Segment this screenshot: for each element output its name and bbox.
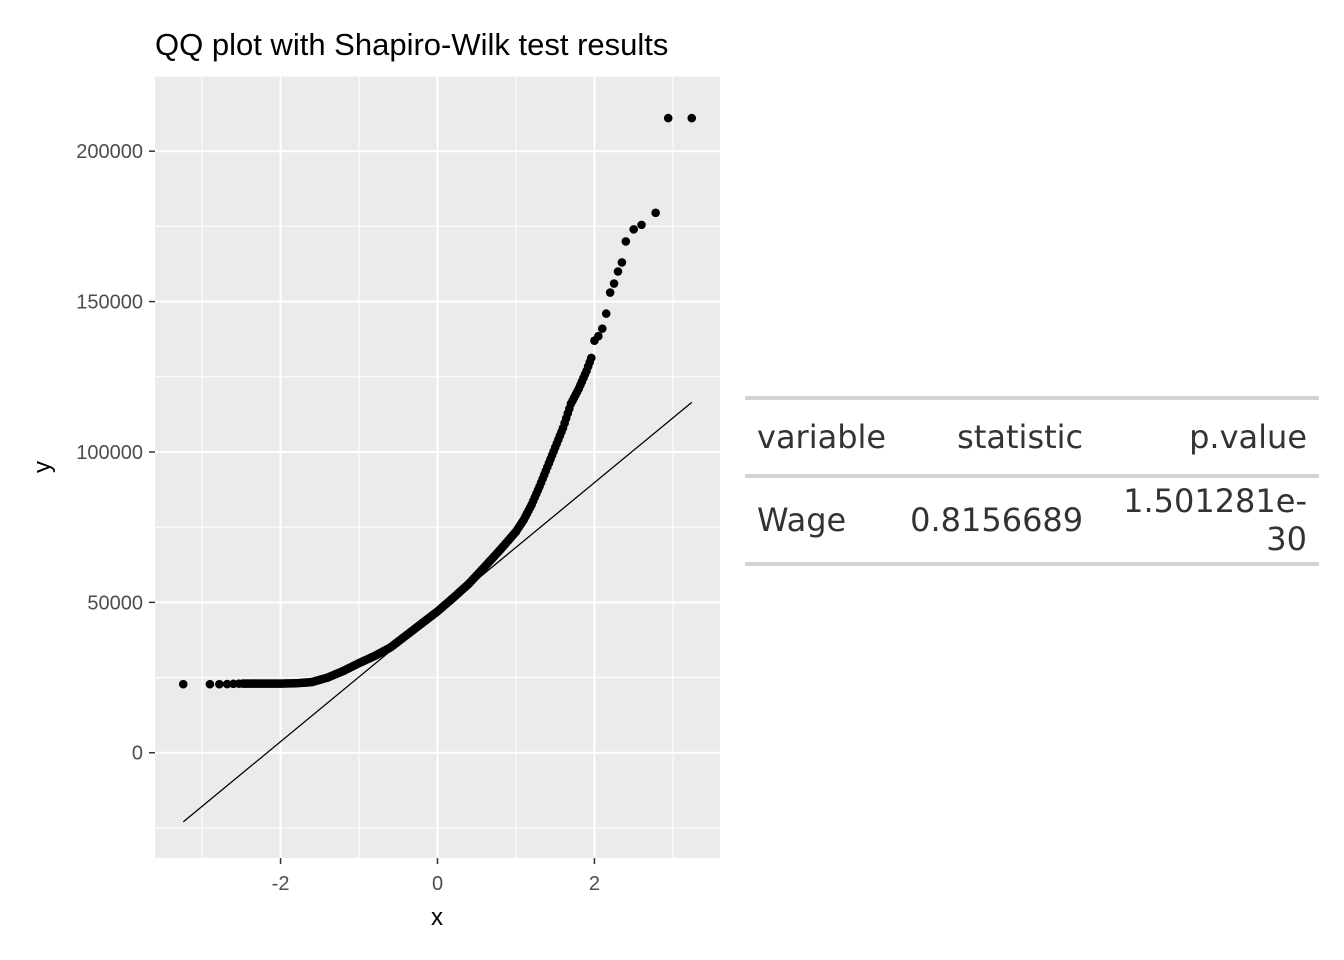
data-point [613,267,623,276]
chart-title: QQ plot with Shapiro-Wilk test results [155,27,668,62]
data-points [178,113,697,689]
data-point [687,113,697,123]
data-point [617,258,627,267]
data-point [651,208,660,218]
y-tick-label: 150000 [76,292,143,314]
header-p-value: p.value [1189,418,1307,456]
y-tick-label: 200000 [76,141,143,163]
data-point [594,331,603,341]
shapiro-wilk-table: variable statistic p.value Wage 0.815668… [745,396,1319,566]
data-point [637,220,646,230]
axes: -2 0 2 0 50000 100000 150000 200000 [76,141,600,895]
y-tick-label: 0 [132,743,143,765]
cell-variable: Wage [757,501,847,539]
data-point [597,324,607,333]
data-point [605,288,615,297]
x-axis-label: x [431,904,443,931]
table-row: Wage 0.8156689 1.501281e-30 [745,476,1319,564]
data-point [621,237,631,246]
data-point [587,353,596,363]
data-point [609,279,619,288]
grid-lines [155,75,720,858]
y-axis-label: y [29,461,56,473]
data-point [663,113,673,123]
data-point [178,679,188,689]
data-point [205,679,215,689]
cell-statistic: 0.8156689 [910,501,1084,539]
data-point [222,679,232,689]
data-point [629,225,638,234]
y-tick-label: 50000 [87,592,143,614]
x-tick-label: 0 [432,873,443,895]
data-point [215,679,224,689]
cell-p-value: 1.501281e-30 [1123,482,1307,558]
data-point [601,309,611,318]
x-tick-label: 2 [589,873,600,895]
header-variable: variable [757,418,887,456]
x-tick-label: -2 [272,873,290,895]
table-header-row: variable statistic p.value [745,398,1319,476]
header-statistic: statistic [957,418,1084,456]
y-tick-label: 100000 [76,442,143,464]
